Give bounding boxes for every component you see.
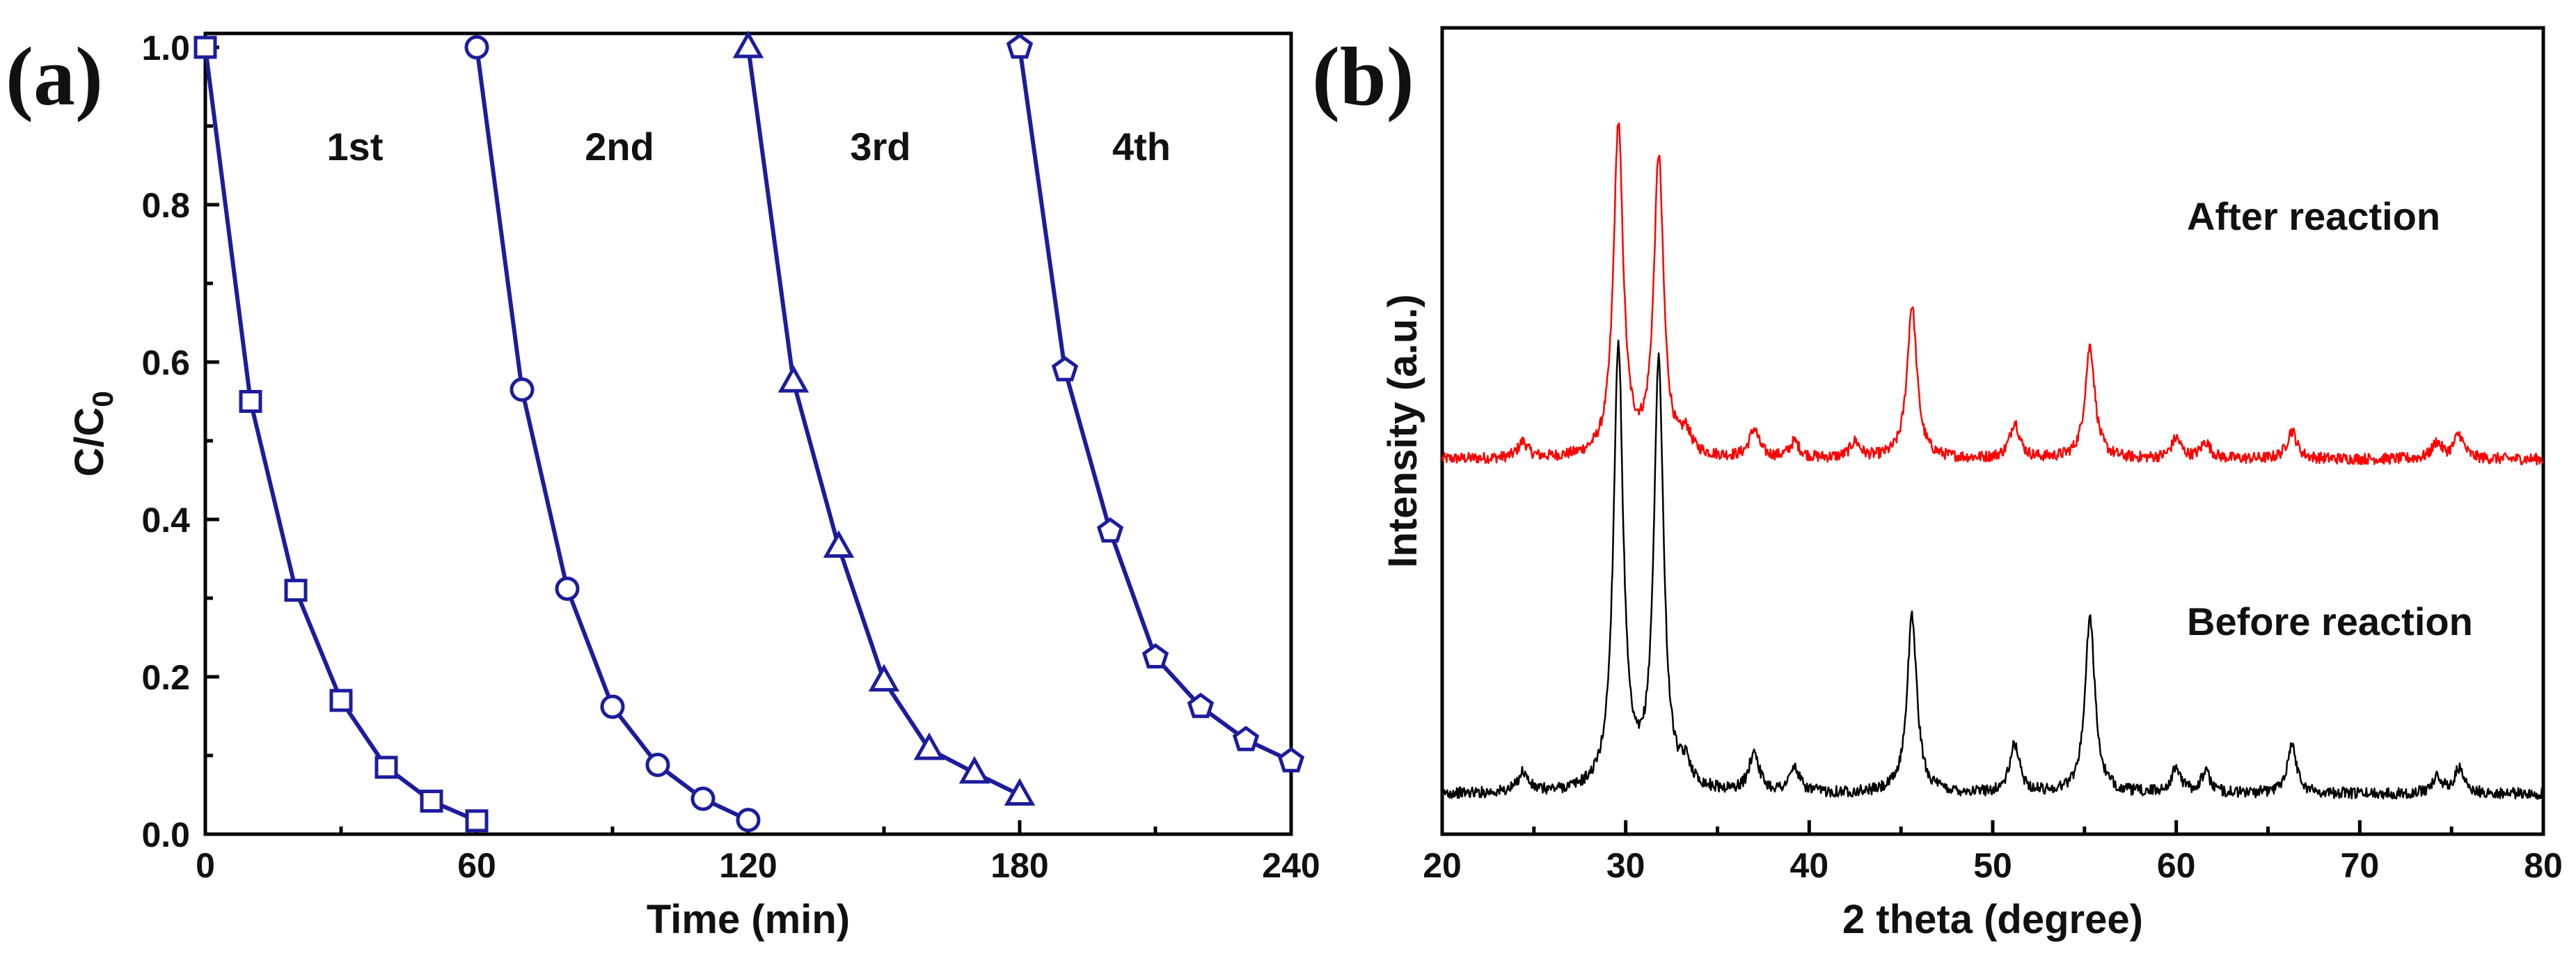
data-point-square [465,809,489,833]
x-tick-label-b: 50 [1973,846,2012,885]
data-point-triangle [732,30,764,58]
data-point-pentagon [1277,746,1305,773]
cycle-label-1st: 1st [327,125,384,169]
data-point-square [329,689,353,712]
panel-b-ticks [1440,820,2545,834]
data-point-circle [509,377,535,402]
series-4th: 4th [1006,33,1305,773]
panel-a-degradation-cycles: (a) 1st 2nd 3rd 4th 0 60 120 180 240 0.0 0.2 0.4 0.… [6,29,1320,942]
cycle-label-3rd: 3rd [850,125,910,169]
data-point-square [239,390,262,413]
cycle-label-4th: 4th [1112,125,1171,169]
panel-b-tick-labels: 20 30 40 50 60 70 80 [1423,846,2563,885]
data-point-triangle [868,664,900,692]
x-tick-label-b: 80 [2524,846,2563,885]
data-point-circle [600,694,625,719]
data-point-square [284,579,308,602]
xrd-trace-after-reaction [1441,122,2544,466]
x-tick-label-a: 180 [990,846,1048,885]
series-2nd: 2nd [464,35,761,833]
x-tick-label-a: 120 [719,846,777,885]
panel-a-label: (a) [6,30,103,123]
x-tick-label-b: 20 [1423,846,1462,885]
x-tick-label-a: 240 [1262,846,1320,885]
cycle-label-2nd: 2nd [585,125,654,169]
data-point-circle [736,808,761,833]
panel-b-series [1441,122,2545,800]
data-point-triangle [777,365,809,393]
panel-a-y-axis-title: C/C0 [67,391,119,476]
panel-b-plot-frame [1440,26,2545,836]
panel-a-tick-labels: 0 60 120 180 240 0.0 0.2 0.4 0.6 0.8 1.0 [141,29,1320,885]
panel-a-x-axis-title: Time (min) [647,897,850,942]
data-point-pentagon [1006,33,1034,59]
data-point-square [193,36,217,59]
data-point-circle [464,35,489,60]
y-tick-label-a: 0.8 [141,186,190,225]
x-tick-label-b: 70 [2341,846,2380,885]
data-point-square [420,790,443,813]
y-axis-title-subscript: 0 [86,391,119,407]
y-tick-label-a: 1.0 [141,29,190,68]
data-point-pentagon [1096,517,1124,543]
y-axis-title-main: C/C [67,407,112,477]
panel-a-ticks [203,45,1293,836]
x-tick-label-b: 40 [1790,846,1829,885]
x-tick-label-b: 30 [1606,846,1645,885]
panel-b-y-axis-title: Intensity (a.u.) [1380,294,1425,567]
x-tick-label-b: 60 [2157,846,2196,885]
data-point-triangle [1004,778,1036,806]
data-point-pentagon [1232,726,1260,751]
data-point-triangle [913,732,945,760]
data-point-pentagon [1051,356,1079,382]
x-tick-label-a: 60 [457,846,496,885]
data-point-triangle [823,530,855,558]
panel-b-xrd-patterns: (b) 20 30 40 50 60 70 80 After reaction Before… [1312,26,2563,942]
data-point-pentagon [1141,643,1169,668]
data-point-circle [555,576,580,601]
x-tick-label-a: 0 [196,846,215,885]
data-point-pentagon [1187,692,1215,719]
series-1st: 1st [193,36,489,833]
xrd-trace-before-reaction [1441,339,2545,800]
series-label-after-reaction: After reaction [2187,194,2440,238]
series-3rd: 3rd [732,30,1036,806]
panel-b-label: (b) [1312,30,1414,123]
data-point-triangle [958,755,990,784]
panel-a-series: 1st 2nd 3rd 4th [193,30,1305,833]
y-tick-label-a: 0.6 [141,343,190,382]
data-point-square [374,755,398,779]
data-point-circle [690,786,716,811]
y-tick-label-a: 0.4 [141,501,190,540]
series-label-before-reaction: Before reaction [2187,600,2473,643]
data-point-circle [645,753,670,778]
y-tick-label-a: 0.2 [141,658,190,697]
y-tick-label-a: 0.0 [141,815,190,854]
panel-b-x-axis-title: 2 theta (degree) [1842,897,2143,942]
